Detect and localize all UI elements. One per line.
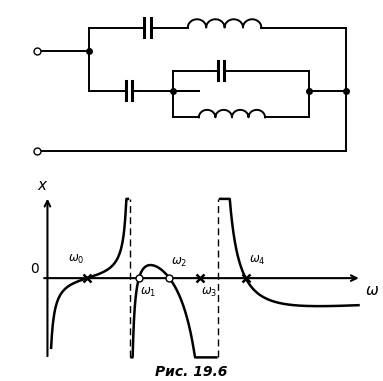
Text: Рис. 19.6: Рис. 19.6 (155, 365, 228, 379)
Text: $\omega_1$: $\omega_1$ (141, 286, 157, 299)
Text: $x$: $x$ (37, 178, 49, 193)
Text: $\omega$: $\omega$ (365, 283, 379, 298)
Text: $0$: $0$ (30, 262, 40, 276)
Text: $\omega_3$: $\omega_3$ (201, 286, 218, 299)
Text: $\omega_2$: $\omega_2$ (171, 256, 187, 269)
Text: $\omega_0$: $\omega_0$ (67, 253, 84, 266)
Text: $\omega_4$: $\omega_4$ (249, 255, 265, 267)
